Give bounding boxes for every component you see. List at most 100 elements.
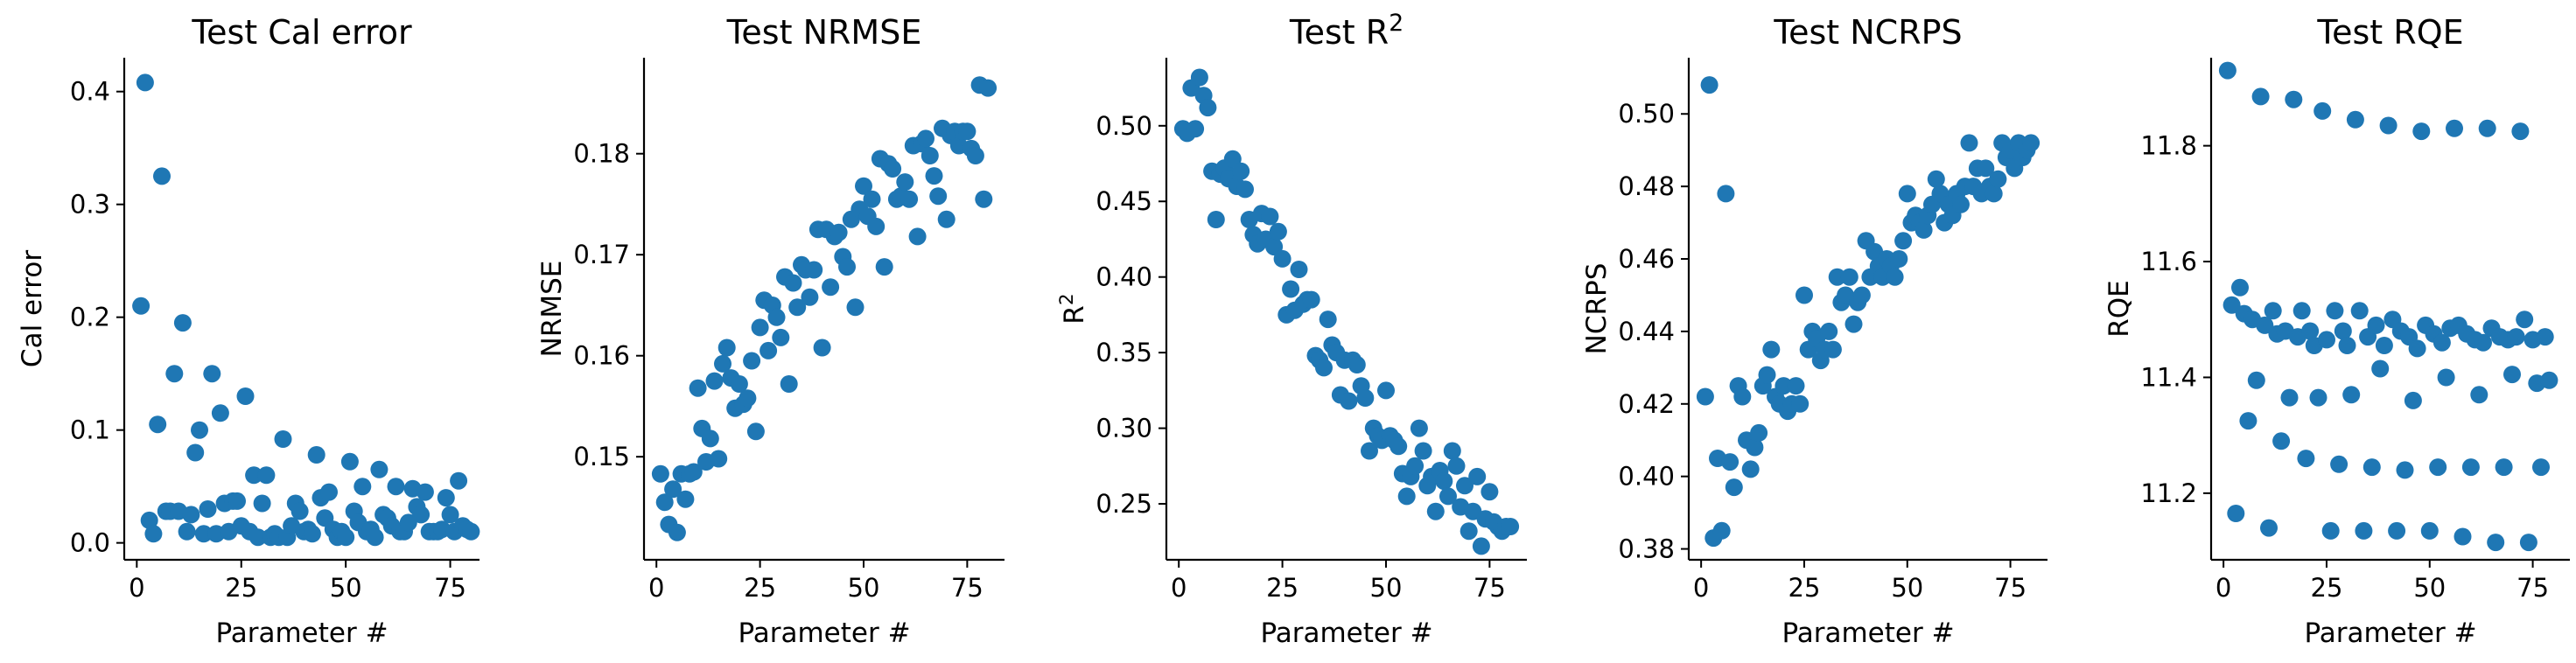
y-tick-label: 0.30 (1096, 414, 1152, 443)
data-point (1774, 377, 1793, 395)
y-axis-label: RQE (2104, 280, 2135, 338)
y-tick-label: 0.38 (1618, 534, 1675, 564)
data-point (738, 389, 757, 408)
x-tick-label: 75 (434, 573, 466, 603)
data-point (822, 278, 840, 297)
data-point (2239, 412, 2258, 430)
data-point (884, 160, 902, 178)
data-point (1984, 185, 2003, 203)
data-point (1302, 290, 1320, 309)
data-point (1733, 387, 1752, 406)
data-point (2379, 116, 2398, 135)
data-point (2503, 366, 2521, 384)
data-point (1700, 76, 1718, 94)
data-point (248, 528, 267, 547)
data-point (2318, 331, 2335, 349)
x-tick-label: 75 (951, 573, 984, 603)
panel-rqe: 0 25 50 75 11.2 11.4 11.6 11.8 Test RQE Parameter… (2104, 13, 2570, 649)
data-point (1762, 340, 1781, 359)
data-point (1840, 268, 1858, 286)
data-point (805, 261, 823, 279)
data-point (2251, 87, 2270, 106)
data-point (1820, 322, 1838, 340)
data-point (689, 379, 707, 397)
data-point (714, 354, 732, 373)
data-point (1502, 518, 1520, 535)
data-point (2227, 505, 2245, 522)
data-point (228, 492, 246, 510)
data-point (2264, 302, 2282, 320)
data-point (153, 167, 171, 185)
data-point (2285, 90, 2303, 108)
y-tick-label: 0.1 (70, 415, 110, 445)
data-point (320, 483, 338, 501)
data-point (784, 274, 802, 292)
data-point (2362, 458, 2381, 477)
data-point (1356, 389, 1375, 407)
x-axis-label: Parameter # (2304, 618, 2476, 649)
data-point (958, 122, 976, 141)
y-axis-label: Cal error (17, 250, 48, 367)
data-point (1232, 162, 1250, 180)
data-point (2309, 388, 2328, 407)
data-point (917, 129, 934, 148)
data-point (1273, 249, 1292, 268)
y-tick-label: 11.8 (2140, 131, 2197, 161)
data-point (875, 258, 893, 276)
data-point (1480, 483, 1499, 501)
panel-title: Test NCRPS (1773, 13, 1962, 52)
data-point (2470, 386, 2488, 404)
y-tick-label: 11.6 (2140, 247, 2197, 276)
data-point (144, 525, 163, 543)
data-point (867, 217, 886, 235)
data-point (2231, 278, 2249, 297)
data-point (1190, 68, 1208, 87)
data-point (743, 352, 761, 370)
data-point (1741, 460, 1760, 478)
data-point (920, 147, 939, 164)
data-point (705, 372, 724, 390)
data-point (1290, 261, 1308, 278)
data-point (1977, 159, 1995, 178)
data-point (2495, 458, 2513, 477)
data-point (2022, 134, 2040, 152)
data-point (801, 288, 819, 306)
data-point (767, 308, 786, 326)
x-tick-label: 75 (2516, 573, 2549, 603)
data-point (2330, 455, 2348, 473)
data-point (710, 450, 728, 468)
x-tick-label: 25 (744, 573, 776, 603)
data-point (2507, 328, 2525, 346)
data-point (211, 404, 229, 422)
data-point (1426, 502, 1445, 520)
y-axis-label: NCRPS (1581, 263, 1613, 355)
data-point (1414, 442, 1432, 460)
data-point (1894, 232, 1913, 250)
data-point (416, 483, 434, 501)
x-tick-label: 50 (330, 573, 362, 603)
data-point (2321, 521, 2340, 540)
data-point (1791, 394, 1810, 413)
x-tick-label: 50 (1370, 573, 1403, 603)
y-tick-label: 0.48 (1618, 171, 1675, 201)
y-tick-label: 0.35 (1096, 338, 1152, 367)
data-point (2346, 110, 2364, 129)
data-point (1269, 222, 1287, 241)
data-point (2532, 458, 2550, 477)
data-point (1787, 377, 1805, 395)
data-point (2314, 101, 2332, 120)
data-point (1340, 392, 1358, 410)
data-point (203, 365, 221, 383)
data-point (1390, 437, 1408, 456)
panel-title: Test NRMSE (726, 13, 922, 52)
data-point (2536, 328, 2554, 346)
data-point (664, 480, 682, 499)
y-tick-label: 0.42 (1618, 389, 1675, 419)
y-tick-label: 0.0 (70, 528, 110, 558)
x-axis-label: Parameter # (1782, 618, 1954, 649)
y-tick-label: 0.16 (573, 341, 630, 371)
data-point (966, 147, 984, 164)
x-tick-label: 0 (129, 573, 144, 603)
